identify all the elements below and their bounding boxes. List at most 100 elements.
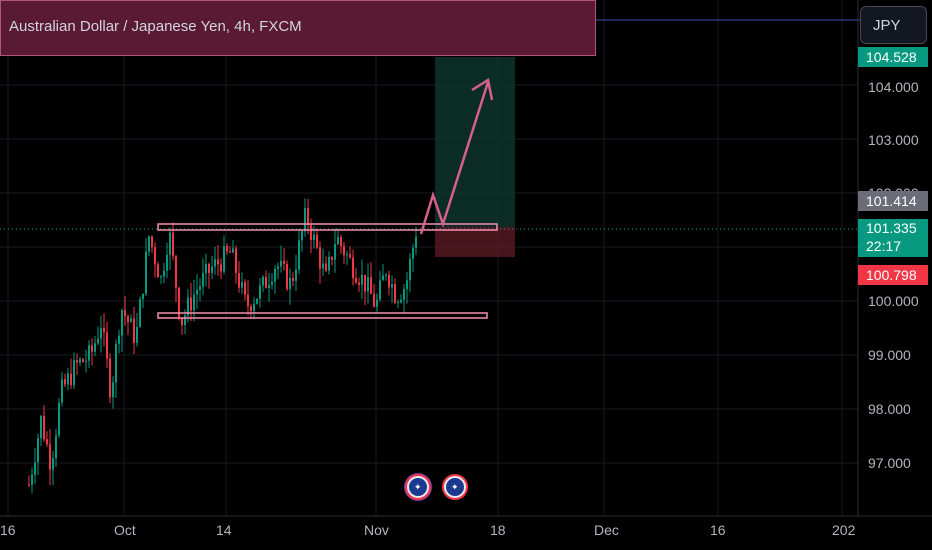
- candle: [265, 276, 267, 288]
- candle: [160, 276, 162, 278]
- candle: [52, 458, 54, 470]
- candle: [235, 248, 237, 274]
- candle: [328, 257, 330, 271]
- svg-text:✦: ✦: [451, 483, 459, 493]
- candle: [184, 315, 186, 326]
- candle: [79, 359, 81, 363]
- price-tick: 103.000: [868, 132, 919, 148]
- candle: [109, 358, 111, 398]
- candle: [250, 306, 252, 312]
- candle: [55, 435, 57, 459]
- candle: [337, 237, 339, 245]
- candle: [322, 263, 324, 269]
- candle: [289, 277, 291, 290]
- symbol-header: Australian Dollar / Japanese Yen, 4h, FX…: [0, 0, 596, 56]
- candle: [103, 328, 105, 333]
- candle: [85, 360, 87, 362]
- candle: [118, 335, 120, 344]
- candle: [361, 274, 363, 285]
- time-tick: Oct: [114, 522, 136, 538]
- candle: [271, 281, 273, 285]
- candle: [88, 345, 90, 361]
- candle: [274, 268, 276, 282]
- last-price-value: 101.335: [866, 220, 917, 236]
- candle: [319, 247, 321, 269]
- candle: [139, 299, 141, 328]
- projection-arrowhead-icon: [471, 77, 494, 101]
- candle: [37, 438, 39, 463]
- candle: [154, 247, 156, 265]
- time-tick: 16: [0, 522, 16, 538]
- candle: [82, 359, 84, 362]
- candle: [280, 260, 282, 267]
- bar-countdown: 22:17: [866, 238, 902, 254]
- svg-text:✦: ✦: [414, 483, 422, 493]
- candle: [145, 251, 147, 294]
- candle: [106, 332, 108, 359]
- candle: [28, 484, 30, 486]
- candle: [31, 474, 33, 485]
- time-tick: 16: [710, 522, 726, 538]
- candle: [247, 294, 249, 307]
- candle: [112, 382, 114, 398]
- loss-zone: [435, 227, 515, 257]
- candle: [196, 289, 198, 295]
- currency-button[interactable]: JPY: [860, 6, 927, 44]
- projection-path[interactable]: [419, 81, 490, 235]
- candle: [190, 297, 192, 311]
- candle: [382, 275, 384, 281]
- candle: [73, 360, 75, 386]
- candle: [256, 298, 258, 304]
- candle: [202, 273, 204, 287]
- candle: [142, 293, 144, 300]
- support-zone[interactable]: [157, 312, 488, 319]
- candle: [409, 259, 411, 281]
- candle: [370, 277, 372, 294]
- candle: [226, 246, 228, 252]
- candle: [94, 343, 96, 352]
- candle: [367, 277, 369, 292]
- candle: [334, 244, 336, 260]
- stop-price-label: 100.798: [858, 265, 928, 285]
- time-tick: Dec: [594, 522, 619, 538]
- candle: [166, 254, 168, 271]
- time-tick: 202: [832, 522, 856, 538]
- candle: [64, 379, 66, 385]
- candle: [205, 263, 207, 274]
- prev-close-price-label: 101.414: [858, 191, 928, 211]
- candle: [178, 287, 180, 318]
- candle: [277, 266, 279, 269]
- price-tick: 104.000: [868, 79, 919, 95]
- candle: [412, 247, 414, 260]
- candle: [121, 309, 123, 336]
- candle: [307, 208, 309, 226]
- candle: [385, 274, 387, 276]
- australia-flag-icon[interactable]: ✦: [442, 474, 468, 500]
- candle: [391, 284, 393, 288]
- candle: [130, 318, 132, 323]
- candle: [286, 263, 288, 290]
- candle: [253, 303, 255, 312]
- australia-flag-icon[interactable]: ✦: [404, 473, 432, 501]
- candle: [34, 462, 36, 475]
- candle: [70, 373, 72, 386]
- time-tick: 18: [490, 522, 506, 538]
- candle: [124, 309, 126, 317]
- candle: [373, 293, 375, 307]
- candle: [304, 208, 306, 232]
- time-tick: 14: [216, 522, 232, 538]
- candle: [133, 318, 135, 343]
- candle: [259, 285, 261, 299]
- time-axis[interactable]: 16 Oct 14 Nov 18 Dec 16 202: [0, 522, 856, 538]
- candle: [172, 232, 174, 257]
- resistance-zone[interactable]: [157, 223, 498, 231]
- candle: [229, 251, 231, 253]
- candle: [169, 232, 171, 255]
- candle: [220, 264, 222, 272]
- candle: [358, 282, 360, 285]
- candle: [295, 269, 297, 281]
- price-tick: 98.000: [868, 401, 911, 417]
- candle: [43, 415, 45, 440]
- candle: [301, 231, 303, 241]
